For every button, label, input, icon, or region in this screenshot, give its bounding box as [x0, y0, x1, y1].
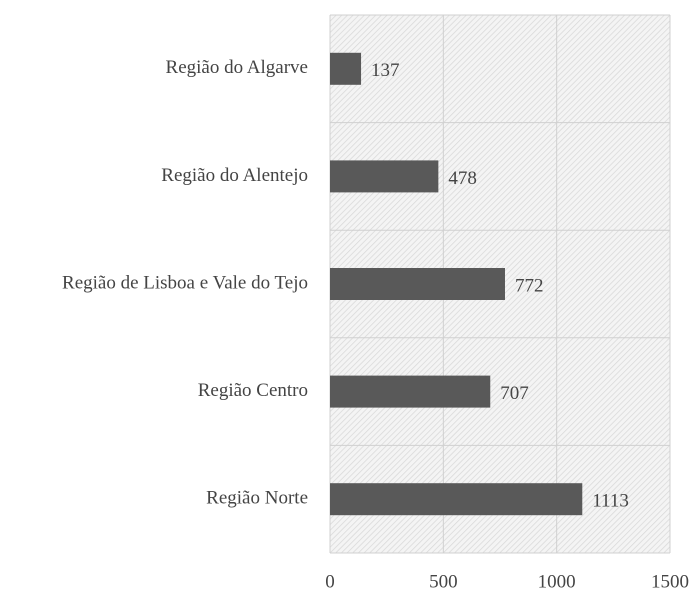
bar [330, 375, 491, 408]
y-tick-label: Região de Lisboa e Vale do Tejo [62, 272, 308, 293]
bar [330, 52, 362, 85]
bar [330, 268, 505, 300]
x-tick-label: 0 [325, 571, 335, 592]
data-label: 707 [500, 383, 528, 404]
x-tick-label: 1500 [651, 571, 689, 592]
data-label: 137 [371, 60, 400, 81]
y-tick-label: Região Centro [198, 380, 308, 401]
y-tick-label: Região Norte [206, 488, 308, 509]
bar [330, 483, 583, 516]
x-tick-label: 1000 [538, 571, 576, 592]
data-label: 1113 [592, 491, 629, 512]
bar [330, 160, 439, 193]
y-tick-label: Região do Alentejo [161, 165, 308, 186]
y-tick-label: Região do Algarve [166, 57, 308, 78]
x-tick-label: 500 [429, 571, 458, 592]
data-label: 772 [515, 275, 544, 296]
data-label: 478 [448, 168, 477, 189]
